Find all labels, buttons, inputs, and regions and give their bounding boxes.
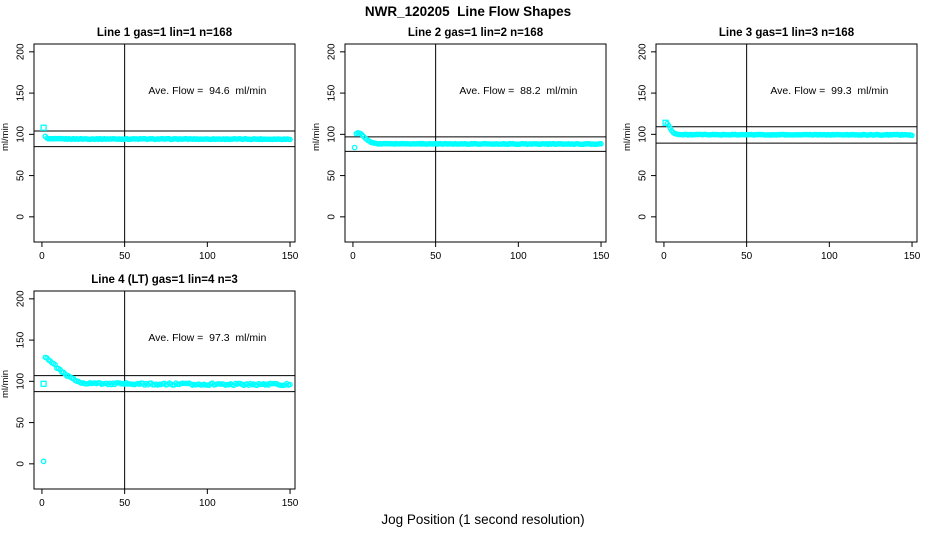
x-tick-label: 0 [350, 251, 356, 262]
y-tick-label: 0 [16, 461, 27, 467]
plot-area-line-2: 0 50 100 150 200 ml/min 0 50 100 150 Ave. Flow = 8… [311, 43, 610, 262]
x-tick-label: 50 [119, 498, 131, 509]
outlier-point-circle [351, 144, 358, 151]
reference-lines [656, 44, 917, 242]
x-tick-label: 100 [199, 251, 216, 262]
panel-title-line-2: Line 2 gas=1 lin=2 n=168 [407, 27, 544, 39]
x-axis: 0 50 100 150 [661, 242, 921, 262]
y-tick-label: 50 [327, 170, 338, 182]
reference-lines [34, 291, 295, 489]
y-tick-label: 100 [638, 126, 649, 143]
y-tick-label: 0 [327, 214, 338, 220]
plot-box [344, 43, 607, 243]
outlier-point-square [40, 124, 47, 131]
x-axis: 0 50 100 150 [39, 242, 299, 262]
y-tick-label: 50 [16, 170, 27, 182]
data-point [287, 136, 293, 143]
y-axis-label: ml/min [311, 123, 322, 151]
plot-area-line-3: 0 50 100 150 200 ml/min 0 50 100 150 Ave. Flow = 9… [622, 43, 921, 262]
x-tick-label: 150 [282, 251, 299, 262]
x-tick-label: 0 [39, 498, 45, 509]
average-flow-annotation: Ave. Flow = 97.3 ml/min [148, 332, 266, 344]
panel-line-2: 0 50 100 150 200 ml/min 0 50 100 150 Ave. Flow = 8… [311, 20, 612, 267]
panel-line-1: 0 50 100 150 200 ml/min 0 50 100 150 Ave. Flow = 9… [0, 20, 301, 267]
x-tick-label: 100 [510, 251, 527, 262]
x-tick-label: 100 [199, 498, 216, 509]
panel-line-4: 0 50 100 150 200 ml/min 0 50 100 150 Ave. Flow = 9… [0, 267, 301, 514]
data-points [40, 124, 293, 143]
y-axis: 0 50 100 150 200 [638, 43, 656, 220]
x-axis: 0 50 100 150 [39, 489, 299, 509]
y-axis-label: ml/min [0, 370, 11, 398]
panel-title-line-4: Line 4 (LT) gas=1 lin=4 n=3 [91, 274, 238, 286]
figure-xlabel: Jog Position (1 second resolution) [381, 512, 585, 527]
y-tick-label: 150 [16, 331, 27, 348]
plot-box [33, 43, 296, 243]
y-tick-label: 200 [327, 43, 338, 60]
x-tick-label: 0 [661, 251, 667, 262]
plot-area-line-1: 0 50 100 150 200 ml/min 0 50 100 150 Ave. Flow = 9… [0, 43, 299, 262]
reference-lines [34, 44, 295, 242]
y-tick-label: 200 [16, 43, 27, 60]
y-tick-label: 200 [638, 43, 649, 60]
panel-title-line-3: Line 3 gas=1 lin=3 n=168 [718, 27, 855, 39]
x-axis: 0 50 100 150 [350, 242, 610, 262]
panel-line-3: 0 50 100 150 200 ml/min 0 50 100 150 Ave. Flow = 9… [622, 20, 923, 267]
x-tick-label: 150 [593, 251, 610, 262]
x-tick-label: 100 [821, 251, 838, 262]
data-points [662, 119, 915, 139]
y-tick-label: 100 [327, 126, 338, 143]
y-axis: 0 50 100 150 200 [16, 43, 34, 220]
figure-title: NWR_120205 Line Flow Shapes [364, 4, 572, 19]
y-tick-label: 150 [16, 84, 27, 101]
x-tick-label: 50 [741, 251, 753, 262]
x-tick-label: 0 [39, 251, 45, 262]
x-tick-label: 50 [430, 251, 442, 262]
y-tick-label: 50 [638, 170, 649, 182]
y-axis-label: ml/min [0, 123, 11, 151]
y-tick-label: 100 [16, 373, 27, 390]
y-tick-label: 150 [638, 84, 649, 101]
data-point [598, 141, 604, 147]
y-tick-label: 200 [16, 290, 27, 307]
y-tick-label: 0 [16, 214, 27, 220]
data-points [40, 354, 293, 465]
data-points [351, 130, 604, 151]
y-tick-label: 0 [638, 214, 649, 220]
average-flow-annotation: Ave. Flow = 94.6 ml/min [148, 85, 266, 97]
y-axis-label: ml/min [622, 123, 633, 151]
x-tick-label: 150 [904, 251, 921, 262]
average-flow-annotation: Ave. Flow = 88.2 ml/min [459, 85, 577, 97]
panel-title-line-1: Line 1 gas=1 lin=1 n=168 [96, 27, 233, 39]
plot-box [33, 290, 296, 490]
plot-box [655, 43, 918, 243]
outlier-point-square [40, 380, 47, 387]
x-tick-label: 150 [282, 498, 299, 509]
y-tick-label: 150 [327, 84, 338, 101]
outlier-point-circle [40, 458, 47, 465]
x-tick-label: 50 [119, 251, 131, 262]
y-axis: 0 50 100 150 200 [327, 43, 345, 220]
average-flow-annotation: Ave. Flow = 99.3 ml/min [770, 85, 888, 97]
y-tick-label: 100 [16, 126, 27, 143]
data-point [909, 132, 915, 139]
data-point [287, 381, 293, 388]
y-tick-label: 50 [16, 417, 27, 429]
plot-area-line-4: 0 50 100 150 200 ml/min 0 50 100 150 Ave. Flow = 9… [0, 290, 299, 509]
y-axis: 0 50 100 150 200 [16, 290, 34, 467]
